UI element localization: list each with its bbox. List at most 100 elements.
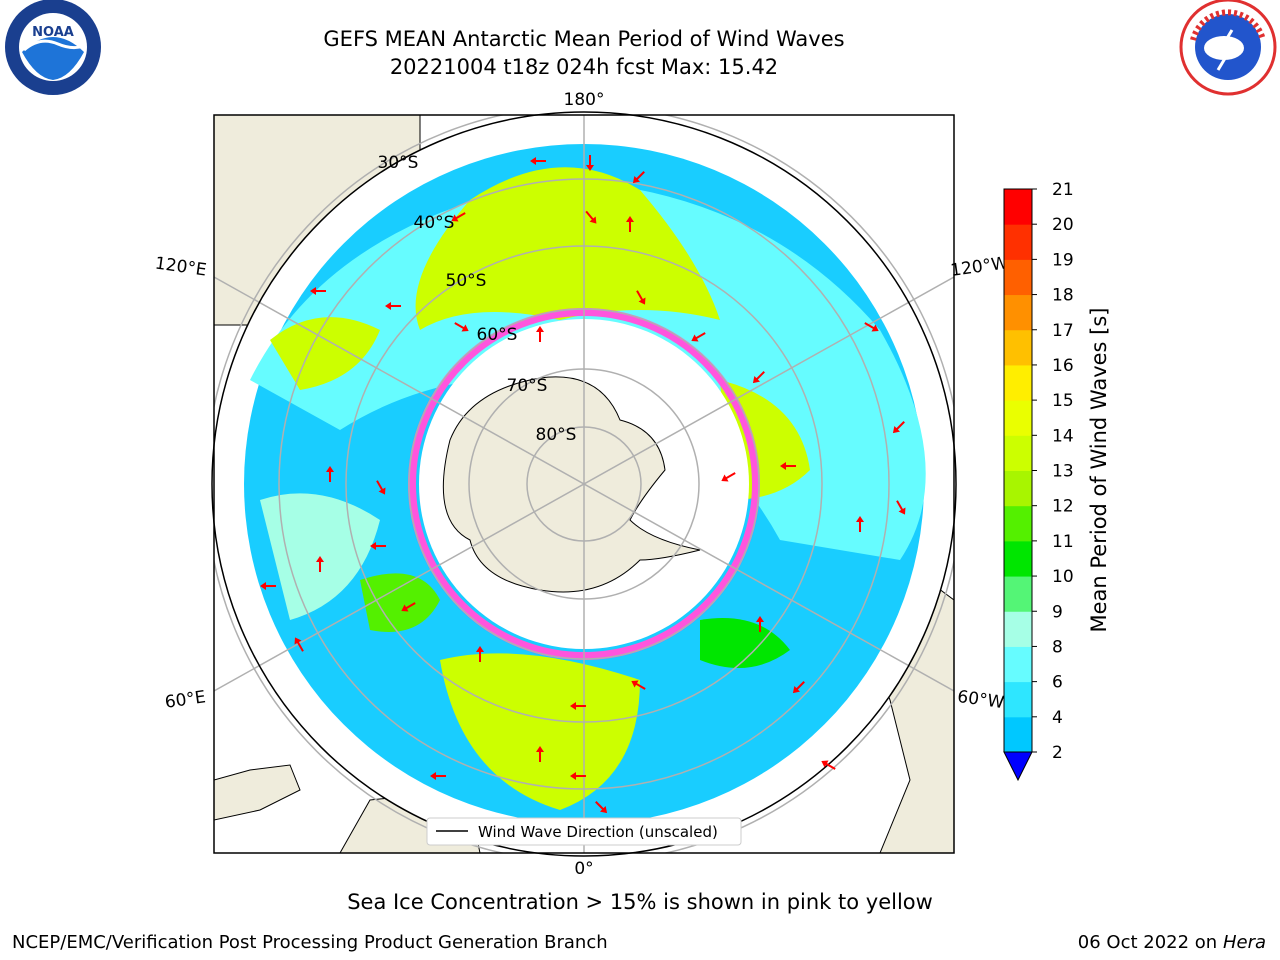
colorbar-segment <box>1004 364 1032 401</box>
wind-wave-arrows <box>260 155 906 814</box>
direction-arrowhead <box>752 375 760 384</box>
colorbar-extend <box>1003 751 1033 782</box>
direction-arrowhead <box>570 772 576 780</box>
lat-label-80s: 80°S <box>536 425 577 445</box>
colorbar-tick-label: 21 <box>1052 180 1074 200</box>
direction-arrowhead <box>310 287 316 295</box>
colorbar-tick-label: 11 <box>1052 532 1074 552</box>
direction-arrowhead <box>316 556 324 562</box>
chart-subtitle: 20221004 t18z 024h fcst Max: 15.42 <box>389 55 779 79</box>
colorbar-tick-label: 6 <box>1052 673 1063 693</box>
direction-arrowhead <box>821 760 829 768</box>
africa-land <box>214 764 301 821</box>
direction-arrowhead <box>898 507 906 515</box>
direction-arrowhead <box>780 462 786 470</box>
direction-arrowhead <box>691 334 699 342</box>
direction-arrowhead <box>401 604 409 612</box>
lon-label-120w: 120°W <box>949 253 1009 281</box>
colorbar-tick-label: 2 <box>1052 743 1063 763</box>
lon-label-180: 180° <box>564 90 605 110</box>
direction-arrowhead <box>600 806 608 814</box>
colorbar: 2 4 6 8 9 10 11 12 13 14 15 16 17 18 19 20 21 <box>1003 180 1074 782</box>
colorbar-segment <box>1004 505 1032 542</box>
map-panel: Wind Wave Direction (unscaled) <box>211 111 957 857</box>
direction-arrowhead <box>430 772 436 780</box>
legend-label: Wind Wave Direction (unscaled) <box>478 823 718 841</box>
direction-arrowhead <box>631 680 639 688</box>
legend: Wind Wave Direction (unscaled) <box>426 817 742 846</box>
colorbar-segment <box>1004 189 1032 225</box>
colorbar-tick-label: 8 <box>1052 637 1063 657</box>
lat-label-70s: 70°S <box>507 376 548 396</box>
colorbar-segment <box>1004 329 1032 366</box>
footer-credit: NCEP/EMC/Verification Post Processing Pr… <box>12 932 608 953</box>
direction-arrowhead <box>378 487 386 495</box>
lat-label-60s: 60°S <box>477 325 518 345</box>
direction-arrowhead <box>570 702 576 710</box>
direction-arrowhead <box>586 165 594 171</box>
colorbar-tick-label: 17 <box>1052 321 1074 341</box>
direction-arrowhead <box>589 216 597 224</box>
colorbar-tick-label: 12 <box>1052 497 1074 517</box>
colorbar-segment <box>1004 435 1032 471</box>
antarctica-land <box>442 376 701 593</box>
direction-arrowhead <box>476 646 484 652</box>
sea-ice-note: Sea Ice Concentration > 15% is shown in … <box>347 890 933 914</box>
direction-arrowhead <box>871 324 879 332</box>
colorbar-label: Mean Period of Wind Waves [s] <box>1087 308 1111 633</box>
direction-arrowhead <box>536 326 544 332</box>
colorbar-segment <box>1004 540 1032 577</box>
direction-arrowhead <box>721 474 729 482</box>
colorbar-segment <box>1004 716 1032 753</box>
direction-arrowhead <box>792 686 800 694</box>
colorbar-tick-label: 10 <box>1052 567 1074 587</box>
lon-label-60w: 60°W <box>956 687 1005 713</box>
direction-arrowhead <box>461 324 469 332</box>
direction-arrowhead <box>294 637 302 645</box>
direction-arrowhead <box>632 176 640 184</box>
direction-arrowhead <box>856 516 864 522</box>
lon-label-60e: 60°E <box>164 687 207 712</box>
direction-arrowhead <box>626 216 634 222</box>
svg-text:NOAA: NOAA <box>32 25 74 40</box>
colorbar-tick-label: 19 <box>1052 250 1074 270</box>
colorbar-segment <box>1004 576 1032 612</box>
footer-date-text: 06 Oct 2022 on <box>1077 932 1218 953</box>
direction-arrowhead <box>326 466 334 472</box>
direction-arrowhead <box>451 214 459 222</box>
colorbar-segment <box>1004 470 1032 507</box>
direction-arrowhead <box>260 582 266 590</box>
direction-arrowhead <box>536 746 544 752</box>
lon-label-0: 0° <box>574 859 593 879</box>
direction-arrowhead <box>530 157 536 165</box>
colorbar-tick-label: 4 <box>1052 708 1063 728</box>
direction-arrowhead <box>892 426 900 434</box>
lat-label-50s: 50°S <box>446 271 487 291</box>
chart-title: GEFS MEAN Antarctic Mean Period of Wind … <box>323 27 845 51</box>
direction-arrowhead <box>385 302 391 310</box>
lon-label-120e: 120°E <box>154 254 208 281</box>
nws-logo <box>1179 0 1277 96</box>
colorbar-tick-label: 16 <box>1052 356 1074 376</box>
direction-arrowhead <box>638 297 646 305</box>
footer-date: 06 Oct 2022 on Hera <box>1078 932 1266 953</box>
colorbar-segment <box>1004 259 1032 296</box>
colorbar-segment <box>1004 681 1032 718</box>
direction-arrowhead <box>756 616 764 622</box>
colorbar-segment <box>1004 294 1032 331</box>
colorbar-segment <box>1004 400 1032 436</box>
noaa-logo: NOAA <box>5 0 101 95</box>
footer-host: Hera <box>1222 932 1266 953</box>
direction-arrowhead <box>370 542 376 550</box>
colorbar-tick-label: 20 <box>1052 215 1074 235</box>
colorbar-segment <box>1004 611 1032 647</box>
colorbar-tick-label: 13 <box>1052 462 1074 482</box>
colorbar-tick-label: 14 <box>1052 426 1074 446</box>
lat-label-40s: 40°S <box>414 213 455 233</box>
colorbar-tick-label: 9 <box>1052 602 1063 622</box>
colorbar-segment <box>1004 224 1032 260</box>
colorbar-tick-label: 15 <box>1052 391 1074 411</box>
colorbar-tick-label: 18 <box>1052 286 1074 306</box>
colorbar-segment <box>1004 646 1032 683</box>
